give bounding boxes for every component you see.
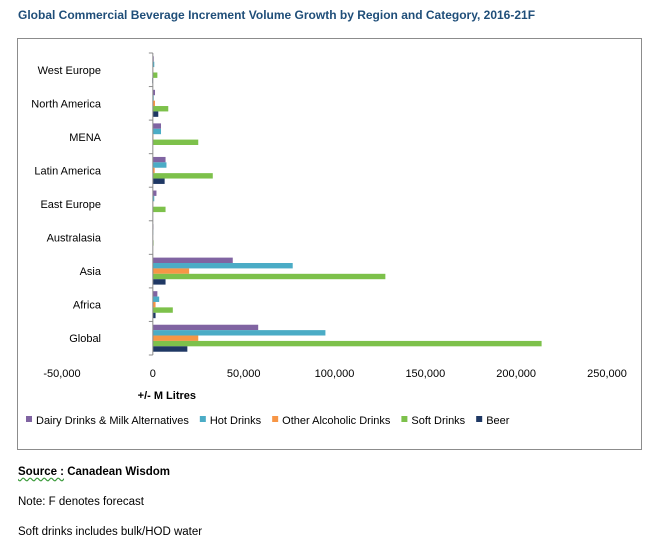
- bar-asia-hot-drinks: [152, 263, 293, 269]
- legend-swatch-other-alcoholic-drinks: [272, 416, 279, 422]
- bar-west-europe-hot-drinks: [152, 61, 155, 68]
- bar-global-dairy-drinks-milk-alternatives: [152, 324, 259, 331]
- bar-africa-soft-drinks: [152, 307, 173, 313]
- bar-asia-dairy-drinks-milk-alternatives: [152, 257, 233, 264]
- soft-drinks-note: Soft drinks includes bulk/HOD water: [18, 526, 203, 538]
- x-tick-label: -50,000: [43, 368, 80, 380]
- forecast-note: Note: F denotes forecast: [18, 496, 144, 508]
- legend-label-beer: Beer: [486, 415, 510, 427]
- bar-north-america-beer: [152, 111, 159, 117]
- bar-mena-dairy-drinks-milk-alternatives: [152, 123, 162, 129]
- legend-label-soft-drinks: Soft Drinks: [411, 415, 465, 427]
- bar-africa-beer: [152, 312, 156, 319]
- bar-east-europe-soft-drinks: [152, 206, 166, 213]
- x-axis-title: +/- M Litres: [138, 390, 196, 402]
- bar-east-europe-dairy-drinks-milk-alternatives: [152, 190, 157, 196]
- labels-group: West Europe North America MENA Latin Americ…: [31, 65, 627, 402]
- axes-group: [148, 52, 154, 356]
- legend-swatch-hot-drinks: [199, 416, 206, 422]
- chart-title: Global Commercial Beverage Increment Vol…: [18, 8, 536, 22]
- source-label: Source :: [18, 466, 65, 478]
- bar-chart: West Europe North America MENA Latin Americ…: [26, 52, 627, 427]
- x-tick-label: 0: [150, 368, 156, 380]
- bar-west-europe-soft-drinks: [152, 72, 158, 78]
- bars-group: [152, 56, 542, 352]
- bar-asia-other-alcoholic-drinks: [152, 268, 190, 274]
- chart-frame: West Europe North America MENA Latin Americ…: [17, 38, 642, 450]
- x-tick-label: 50,000: [227, 368, 261, 380]
- bar-latin-america-soft-drinks: [152, 173, 213, 179]
- x-tick-label: 150,000: [405, 368, 445, 380]
- x-tick-label: 100,000: [315, 368, 355, 380]
- bar-africa-other-alcoholic-drinks: [152, 301, 156, 308]
- legend-swatch-soft-drinks: [401, 416, 408, 422]
- x-tick-label: 200,000: [496, 368, 536, 380]
- bar-global-beer: [152, 346, 188, 352]
- bar-africa-hot-drinks: [152, 296, 160, 302]
- legend-swatch-beer: [476, 416, 483, 422]
- bar-mena-hot-drinks: [152, 128, 162, 135]
- category-label-east-europe: East Europe: [40, 199, 101, 211]
- bar-latin-america-other-alcoholic-drinks: [152, 167, 155, 174]
- legend-label-dairy-drinks-milk-alternatives: Dairy Drinks & Milk Alternatives: [36, 415, 189, 427]
- category-label-africa: Africa: [73, 300, 102, 312]
- bar-north-america-dairy-drinks-milk-alternatives: [152, 89, 156, 96]
- bar-global-other-alcoholic-drinks: [152, 335, 199, 341]
- x-tick-label: 250,000: [587, 368, 627, 380]
- source-line: Source : Canadean Wisdom: [18, 466, 170, 478]
- legend-label-other-alcoholic-drinks: Other Alcoholic Drinks: [282, 415, 391, 427]
- bar-mena-soft-drinks: [152, 139, 199, 145]
- category-label-global: Global: [69, 333, 101, 345]
- bar-asia-soft-drinks: [152, 273, 386, 280]
- bar-global-hot-drinks: [152, 330, 326, 336]
- bar-north-america-soft-drinks: [152, 106, 169, 112]
- legend-label-hot-drinks: Hot Drinks: [210, 415, 262, 427]
- bar-global-soft-drinks: [152, 340, 542, 347]
- bar-asia-beer: [152, 279, 166, 285]
- bar-east-europe-hot-drinks: [152, 195, 155, 202]
- bar-africa-dairy-drinks-milk-alternatives: [152, 291, 158, 297]
- category-label-mena: MENA: [69, 132, 101, 144]
- bar-latin-america-hot-drinks: [152, 162, 167, 168]
- category-label-west-europe: West Europe: [38, 65, 101, 77]
- category-label-north-america: North America: [31, 98, 102, 110]
- category-label-asia: Asia: [80, 266, 102, 278]
- bar-north-america-other-alcoholic-drinks: [152, 100, 156, 107]
- bar-latin-america-dairy-drinks-milk-alternatives: [152, 156, 166, 163]
- legend-swatch-dairy-drinks-milk-alternatives: [26, 416, 32, 422]
- category-label-australasia: Australasia: [47, 233, 102, 245]
- source-value: Canadean Wisdom: [67, 466, 170, 478]
- bar-latin-america-beer: [152, 178, 165, 184]
- legend: Dairy Drinks & Milk Alternatives Hot Drin…: [26, 415, 510, 427]
- category-label-latin-america: Latin America: [34, 165, 102, 177]
